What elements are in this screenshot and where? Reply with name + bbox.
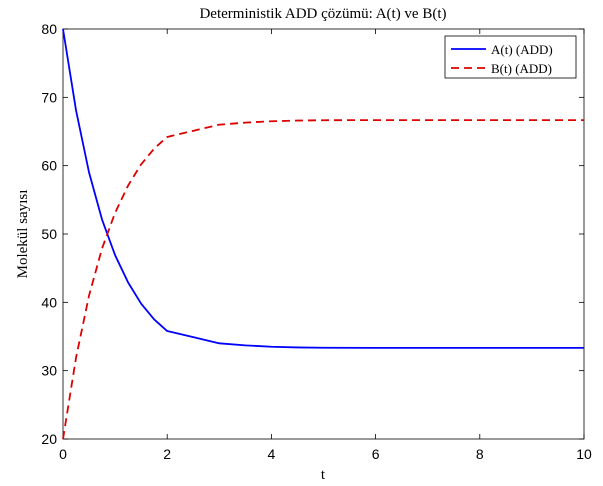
y-tick-label: 20 — [41, 431, 57, 447]
legend-label: A(t) (ADD) — [491, 42, 553, 57]
y-axis: 20 30 40 50 60 70 80 — [41, 21, 584, 447]
x-tick-label: 4 — [268, 446, 276, 462]
y-tick-label: 60 — [41, 158, 57, 174]
series-line-b — [62, 119, 584, 440]
y-tick-label: 80 — [41, 21, 57, 37]
series-line-a — [62, 28, 584, 349]
x-tick-label: 8 — [476, 446, 484, 462]
y-axis-label: Molekül sayısı — [15, 190, 31, 279]
x-tick-label: 6 — [372, 446, 380, 462]
legend: A(t) (ADD) B(t) (ADD) — [444, 35, 577, 79]
x-axis-label: t — [321, 467, 326, 483]
legend-label: B(t) (ADD) — [491, 61, 552, 76]
chart-title: Deterministik ADD çözümü: A(t) ve B(t) — [199, 6, 446, 22]
y-tick-label: 50 — [41, 226, 57, 242]
x-tick-label: 0 — [59, 446, 67, 462]
x-tick-label: 2 — [163, 446, 171, 462]
y-tick-label: 40 — [41, 294, 57, 310]
y-tick-label: 70 — [41, 89, 57, 105]
y-tick-label: 30 — [41, 363, 57, 379]
legend-box — [444, 35, 577, 79]
series-layer — [62, 28, 584, 440]
x-tick-label: 10 — [576, 446, 592, 462]
